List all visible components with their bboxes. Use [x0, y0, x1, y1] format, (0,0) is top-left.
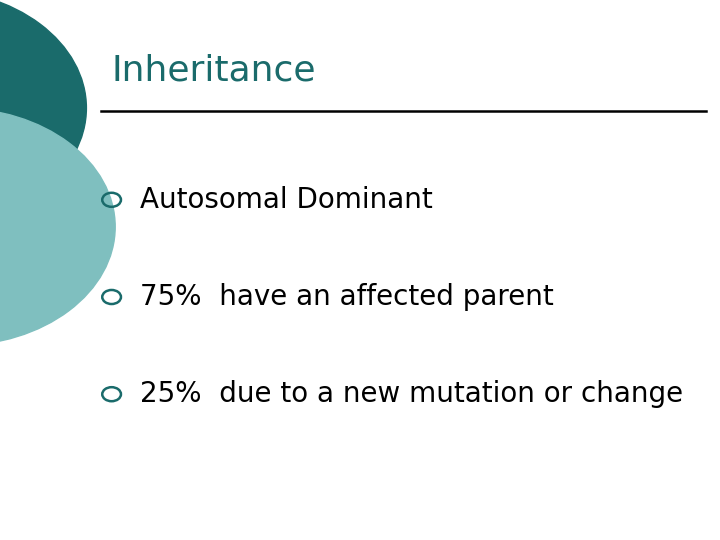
- Circle shape: [0, 0, 86, 227]
- Text: 25%  due to a new mutation or change: 25% due to a new mutation or change: [140, 380, 683, 408]
- Text: 75%  have an affected parent: 75% have an affected parent: [140, 283, 554, 311]
- Text: Inheritance: Inheritance: [112, 53, 316, 87]
- Circle shape: [0, 108, 115, 346]
- Text: Autosomal Dominant: Autosomal Dominant: [140, 186, 433, 214]
